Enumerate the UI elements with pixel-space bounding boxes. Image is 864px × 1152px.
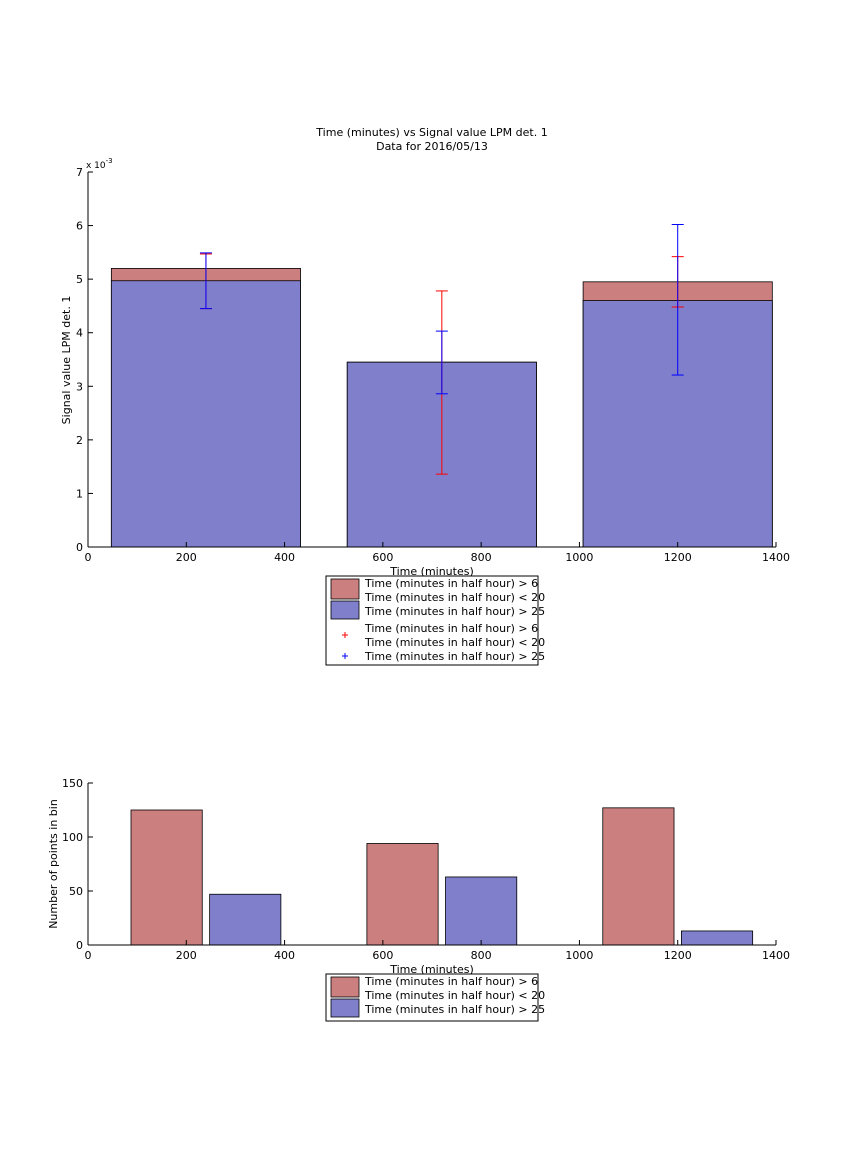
- legend-item: Time (minutes in half hour) > 25: [330, 600, 545, 620]
- x-tick-label: 1400: [762, 551, 790, 564]
- x-tick-label: 1400: [762, 949, 790, 962]
- x-axis-label: Time (minutes): [389, 963, 474, 976]
- y-tick-label: 4: [76, 327, 83, 340]
- x-tick-label: 400: [274, 551, 295, 564]
- y-tick-label: 1: [76, 487, 83, 500]
- x-tick-label: 1200: [664, 551, 692, 564]
- legend-marker: [342, 653, 348, 659]
- x-tick-label: 600: [372, 551, 393, 564]
- y-tick-label: 100: [62, 831, 83, 844]
- x-tick-label: 800: [471, 551, 492, 564]
- y-tick-label: 2: [76, 434, 83, 447]
- legend-item: Time (minutes in half hour) > 25: [330, 998, 545, 1018]
- legend-marker: [342, 632, 348, 638]
- y-tick-label: 5: [76, 273, 83, 286]
- legend-label: Time (minutes in half hour) > 25: [364, 605, 545, 618]
- tick-group: 0 200 400 600 800 1000 1200 1400 0 50 100 150: [62, 777, 790, 962]
- chart-subtitle: Data for 2016/05/13: [376, 140, 488, 153]
- legend-swatch: [330, 600, 360, 620]
- x-tick-label: 200: [176, 949, 197, 962]
- y-tick-label: 50: [69, 885, 83, 898]
- error-bar: [671, 224, 684, 376]
- x-axis-label: Time (minutes): [389, 565, 474, 578]
- x-tick-label: 0: [85, 551, 92, 564]
- bar: [366, 843, 439, 946]
- y-tick-label: 150: [62, 777, 83, 790]
- tick-group: 0 200 400 600 800 1000 1200 1400 0 1 2 3 4 5 6 7: [76, 166, 790, 564]
- error-bar-group: [199, 224, 684, 475]
- y-tick-label: 0: [76, 939, 83, 952]
- legend-swatch: [330, 976, 360, 998]
- error-bar: [435, 330, 448, 395]
- bar: [130, 809, 203, 946]
- legend-label: Time (minutes in half hour) > 6: [364, 577, 538, 590]
- legend-item: Time (minutes in half hour) > 25: [342, 650, 545, 663]
- legend-label: Time (minutes in half hour) < 20: [364, 989, 545, 1002]
- legend-label: Time (minutes in half hour) > 25: [364, 650, 545, 663]
- legend-label: Time (minutes in half hour) < 20: [364, 591, 545, 604]
- y-exponent-label: x 10-3: [86, 157, 113, 171]
- legend-label: Time (minutes in half hour) > 25: [364, 1003, 545, 1016]
- x-tick-label: 400: [274, 949, 295, 962]
- x-tick-label: 200: [176, 551, 197, 564]
- legend-box: [325, 575, 539, 666]
- legend-label: Time (minutes in half hour) < 20: [364, 636, 545, 649]
- legend-label: Time (minutes in half hour) > 6: [364, 622, 538, 635]
- x-tick-label: 1000: [565, 551, 593, 564]
- bar: [110, 280, 301, 548]
- y-tick-label: 7: [76, 166, 83, 179]
- x-tick-label: 600: [372, 949, 393, 962]
- y-tick-label: 3: [76, 380, 83, 393]
- bar: [209, 893, 282, 946]
- x-tick-label: 1000: [565, 949, 593, 962]
- bar: [681, 930, 754, 946]
- x-tick-label: 800: [471, 949, 492, 962]
- bar: [445, 876, 518, 946]
- bar: [602, 807, 675, 946]
- legend-swatch: [330, 998, 360, 1018]
- y-axis-label: Number of points in bin: [47, 799, 60, 929]
- error-bar: [199, 252, 212, 310]
- y-axis-label: Signal value LPM det. 1: [60, 296, 73, 425]
- legend-swatch: [330, 578, 360, 600]
- legend-box: [325, 973, 539, 1022]
- y-tick-label: 0: [76, 541, 83, 554]
- x-tick-label: 0: [85, 949, 92, 962]
- signal-chart: Time (minutes) vs Signal value LPM det. …: [60, 126, 790, 666]
- count-chart: Number of points in bin Time (minutes) 0…: [47, 777, 790, 1022]
- x-tick-label: 1200: [664, 949, 692, 962]
- legend-label: Time (minutes in half hour) > 6: [364, 975, 538, 988]
- y-tick-label: 6: [76, 220, 83, 233]
- chart-title: Time (minutes) vs Signal value LPM det. …: [315, 126, 547, 139]
